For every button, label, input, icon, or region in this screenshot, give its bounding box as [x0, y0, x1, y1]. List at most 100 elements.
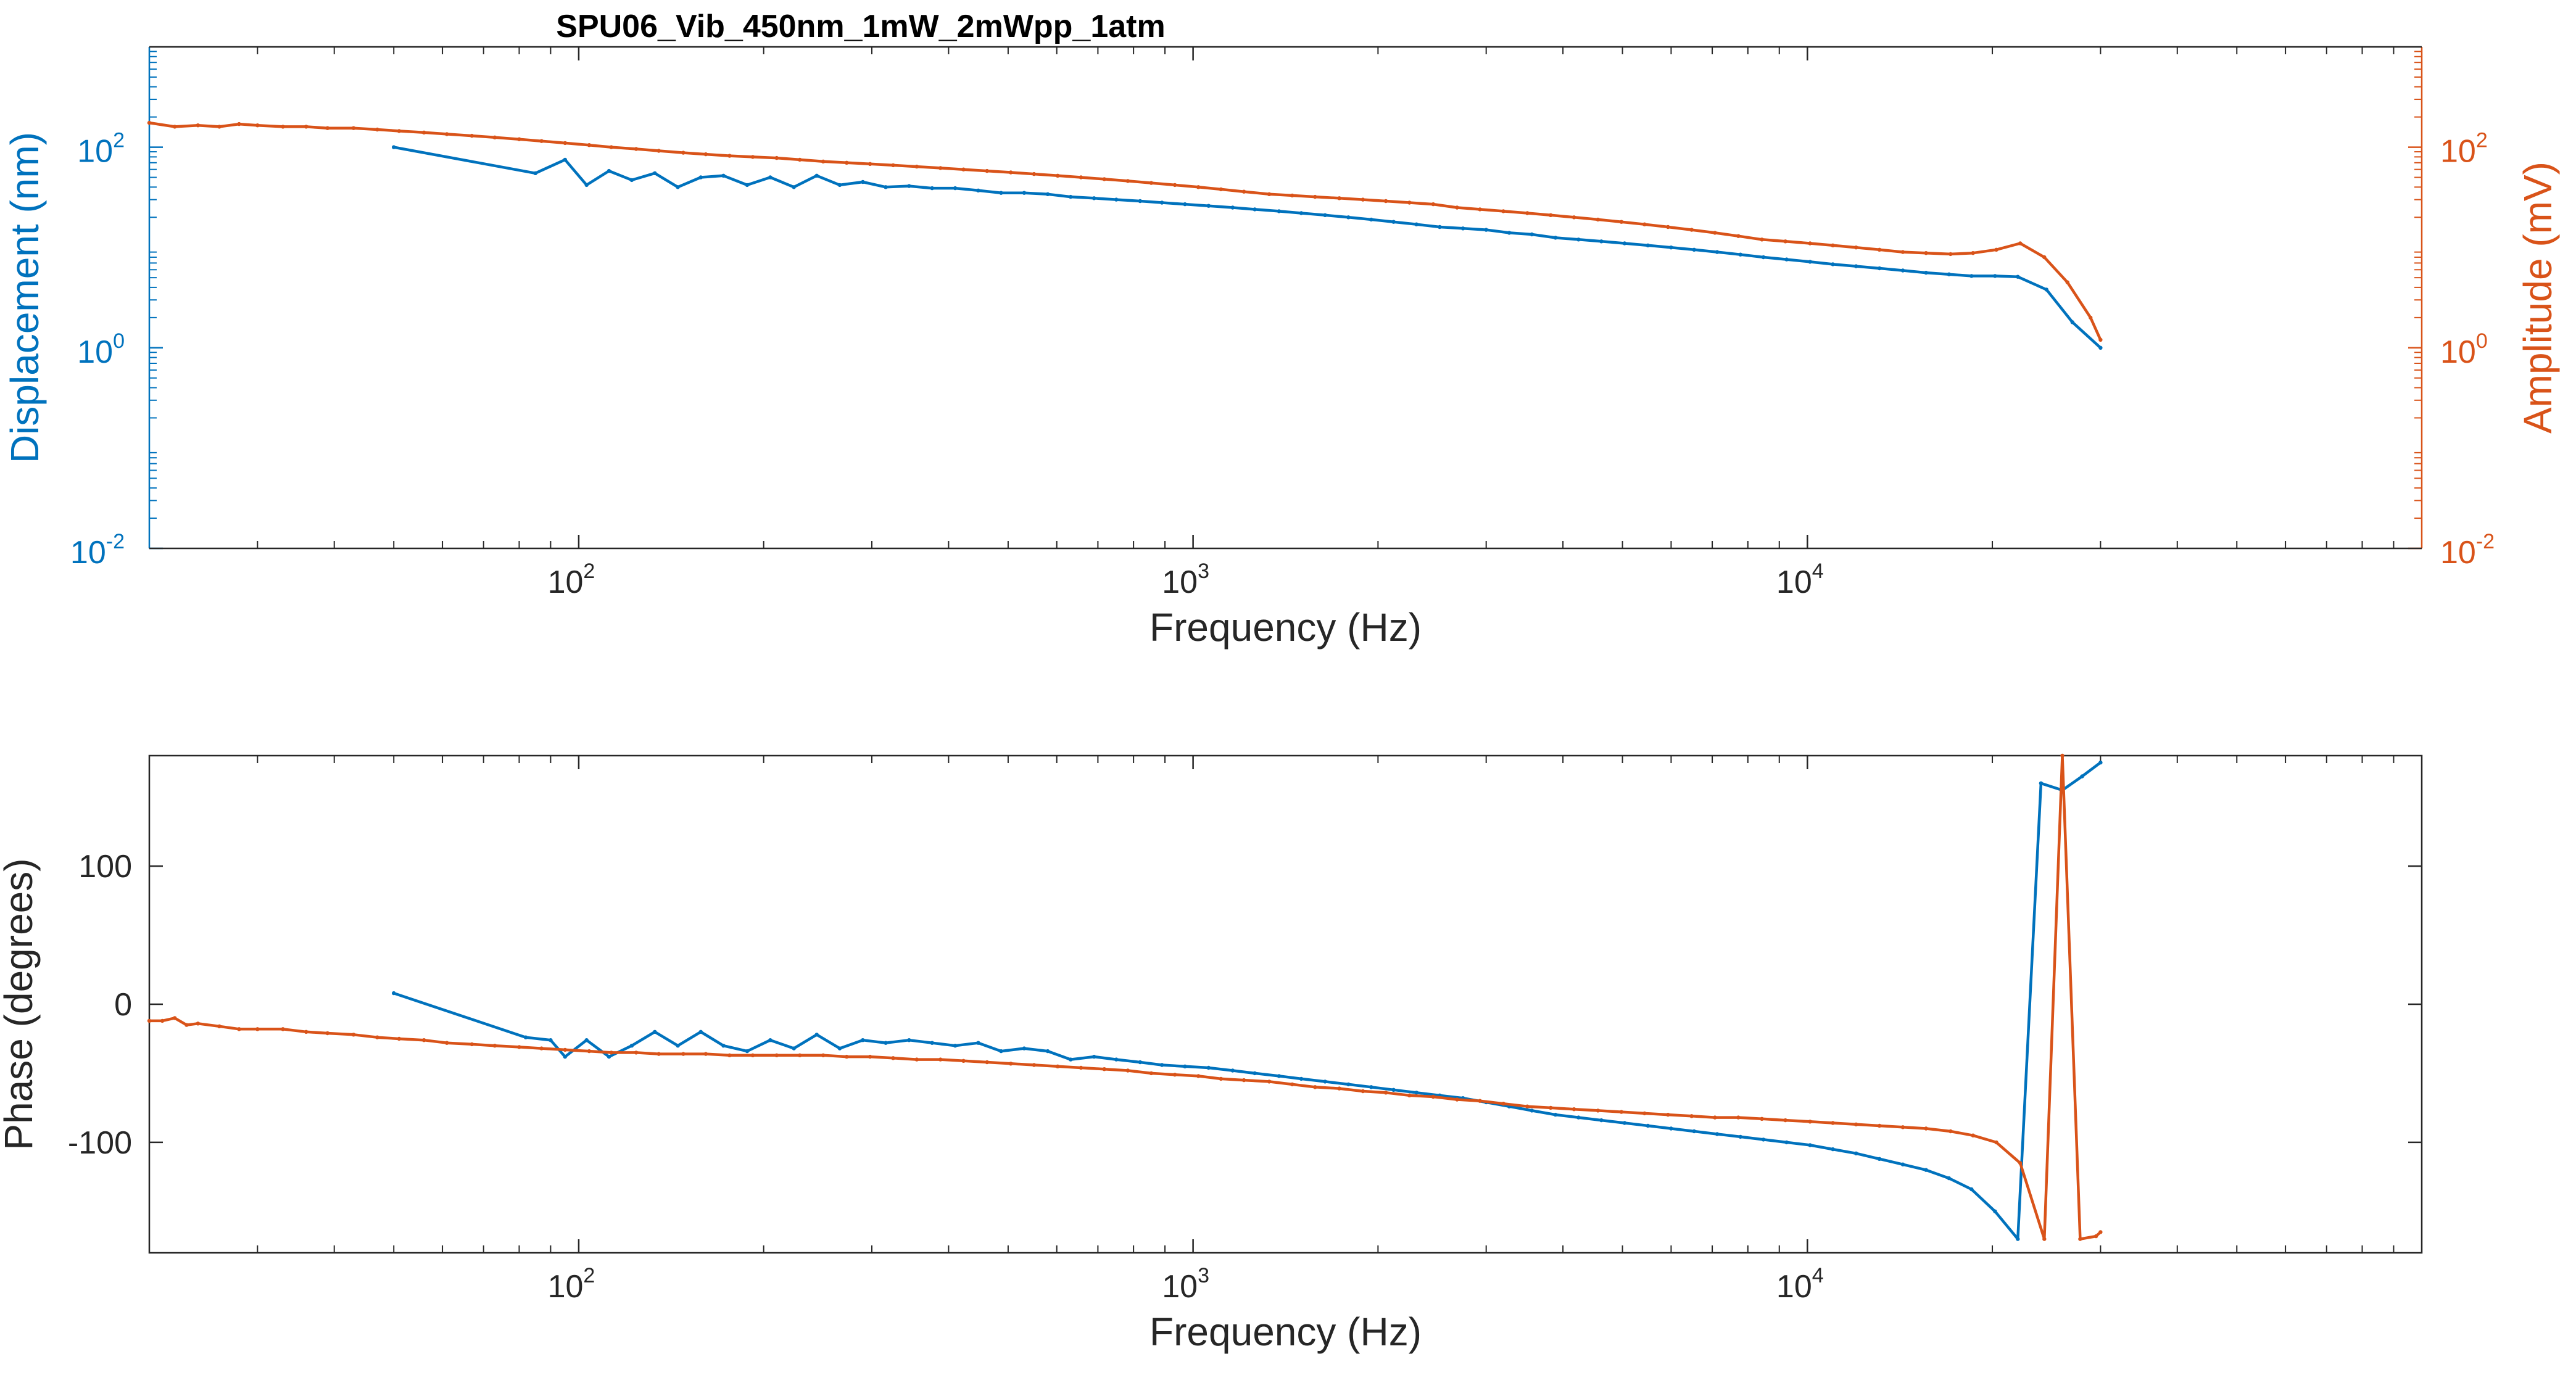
plot2-series-0-point-59 — [1854, 1151, 1858, 1156]
plot1-series-1 — [147, 120, 2103, 342]
plot2-series-1-point-74 — [1831, 1121, 1835, 1125]
plot2-x-tick-label-1-base: 10 — [1162, 1269, 1198, 1305]
plot1-series-1-point-15 — [492, 135, 497, 139]
plot2-series-0-point-20 — [953, 1044, 958, 1048]
plot2-series-0-point-30 — [1183, 1064, 1187, 1069]
plot2-series-1-point-66 — [1642, 1111, 1647, 1116]
plot2-series-0-point-2 — [549, 1038, 553, 1042]
plot2-series-0-point-46 — [1553, 1112, 1558, 1117]
plot2-series-0-point-27 — [1114, 1057, 1119, 1062]
plot1-series-1-point-75 — [1900, 250, 1905, 254]
plot1-series-1-point-2 — [196, 123, 200, 128]
plot1-series-1-point-49 — [1290, 193, 1294, 198]
plot1-series-0-point-45 — [1553, 236, 1558, 240]
plot2-series-0-point-60 — [1877, 1157, 1882, 1162]
plot1-series-0-point-20 — [976, 188, 980, 192]
plot2-series-1-point-80 — [1971, 1133, 1975, 1137]
plot1-series-0-point-64 — [1993, 274, 1997, 278]
plot2-series-0-point-39 — [1391, 1088, 1396, 1092]
plot1-series-1-point-24 — [703, 152, 708, 157]
plot2-series-1-point-4 — [196, 1022, 200, 1026]
plot1-series-1-point-42 — [1125, 179, 1130, 183]
plot2-series-1-point-73 — [1808, 1120, 1812, 1124]
plot2-series-0-point-62 — [1924, 1168, 1928, 1172]
plot1-series-0-point-56 — [1808, 260, 1812, 264]
plot2-series-0-point-34 — [1277, 1074, 1282, 1078]
plot1-series-0-point-57 — [1831, 262, 1835, 266]
plot1-series-0-point-17 — [907, 184, 911, 188]
plot2-area — [148, 754, 2423, 1254]
plot2-x-tick-label-2-base: 10 — [1776, 1269, 1812, 1305]
plot2-series-1-point-59 — [1478, 1099, 1482, 1103]
plot1-left-tick-label-0-exponent: -2 — [106, 530, 125, 553]
plot2-series-1-point-87 — [2098, 1230, 2103, 1234]
plot2-series-0-point-29 — [1160, 1063, 1164, 1067]
plot1-right-tick-label-1-base: 10 — [2440, 334, 2476, 370]
plot2-series-1-point-81 — [1994, 1140, 1998, 1145]
plot1-series-1-point-7 — [304, 125, 309, 129]
plot2-series-1-point-39 — [1009, 1062, 1013, 1066]
plot2-series-1-point-20 — [563, 1047, 567, 1052]
plot2-series-1-point-34 — [891, 1056, 895, 1060]
plot1-left-tick-label-0-base: 10 — [70, 535, 106, 571]
plot1-series-1-point-67 — [1713, 231, 1717, 235]
plot1-series-1-point-6 — [281, 125, 285, 129]
plot1-series-0-point-21 — [999, 191, 1003, 195]
plot2-series-1-point-63 — [1572, 1107, 1576, 1112]
plot2-series-1-point-51 — [1290, 1082, 1294, 1087]
plot1-series-0-point-29 — [1183, 202, 1187, 207]
plot2-series-1-point-1 — [160, 1018, 165, 1023]
plot2-series-1-point-65 — [1619, 1110, 1624, 1114]
plot1-series-1-point-18 — [563, 141, 567, 146]
plot2-series-0-point-12 — [768, 1038, 772, 1042]
plot1-x-tick-label-0: 102 — [548, 559, 595, 600]
plot1-series-1-point-22 — [656, 149, 661, 153]
plot2-series-0-point-18 — [907, 1038, 911, 1042]
plot2-series-0-point-36 — [1323, 1079, 1327, 1084]
plot2-series-1-point-53 — [1337, 1086, 1341, 1091]
plot1-series-1-point-47 — [1241, 189, 1246, 194]
plot2-x-tick-label-2: 104 — [1776, 1264, 1824, 1305]
plot2-series-1-point-37 — [961, 1059, 966, 1063]
plot1-series-1-point-57 — [1478, 207, 1482, 212]
plot2-series-1-point-64 — [1596, 1108, 1600, 1113]
plot2-series-0-point-23 — [1022, 1046, 1027, 1050]
plot1-series-1-point-10 — [375, 127, 379, 132]
plot1-series-0-point-65 — [2016, 274, 2020, 279]
plot1-series-1-point-78 — [1971, 251, 1975, 255]
plot1-series-1-point-20 — [609, 145, 613, 149]
plot2-series-1-point-10 — [325, 1031, 329, 1036]
plot2-series-0-point-35 — [1299, 1076, 1304, 1081]
plot1-series-0-point-55 — [1784, 257, 1789, 262]
plot2-series-1-point-82 — [2018, 1161, 2023, 1165]
plot2-series-0-point-0 — [392, 991, 396, 996]
plot2-series-0-point-48 — [1599, 1118, 1604, 1123]
plot1-series-1-point-39 — [1056, 173, 1060, 178]
plot1-series-0-point-24 — [1069, 194, 1073, 199]
plot1-series-0-point-68 — [2098, 345, 2103, 350]
plot1-right-tick-label-2-base: 10 — [2440, 134, 2476, 170]
plot1-series-0-point-39 — [1414, 222, 1418, 226]
plot2-series-1-point-72 — [1783, 1118, 1787, 1123]
plot2-series-1-point-26 — [703, 1052, 708, 1056]
plot2-x-axis-label: Frequency (Hz) — [1149, 1310, 1422, 1354]
plot1-series-1-point-34 — [938, 166, 943, 170]
plot2-series-1-point-48 — [1219, 1076, 1224, 1081]
plot2-series-1-point-25 — [681, 1052, 685, 1056]
plot2-series-0-point-49 — [1622, 1121, 1627, 1125]
plot2-x-tick-label-0-base: 10 — [548, 1269, 584, 1305]
plot1-series-0-point-51 — [1692, 247, 1696, 252]
plot1-x-tick-label-1-base: 10 — [1162, 564, 1198, 600]
plot1-series-1-point-54 — [1407, 200, 1412, 205]
plot1-x-tick-label-1: 103 — [1162, 559, 1209, 600]
plot1-x-tick-label-0-base: 10 — [548, 564, 584, 600]
plot2-series-1-point-42 — [1079, 1065, 1083, 1070]
plot1-series-1-point-37 — [1009, 170, 1013, 175]
plot2-series-1-point-62 — [1549, 1105, 1553, 1110]
plot1-series-1-point-41 — [1102, 177, 1107, 181]
plot1-x-axis-label: Frequency (Hz) — [1149, 605, 1422, 650]
plot1-series-1-point-43 — [1149, 181, 1154, 185]
plot2-x-tick-label-0-exponent: 2 — [583, 1264, 595, 1287]
plot1-series-0-point-47 — [1599, 239, 1604, 244]
plot2-series-0-point-45 — [1530, 1108, 1534, 1113]
